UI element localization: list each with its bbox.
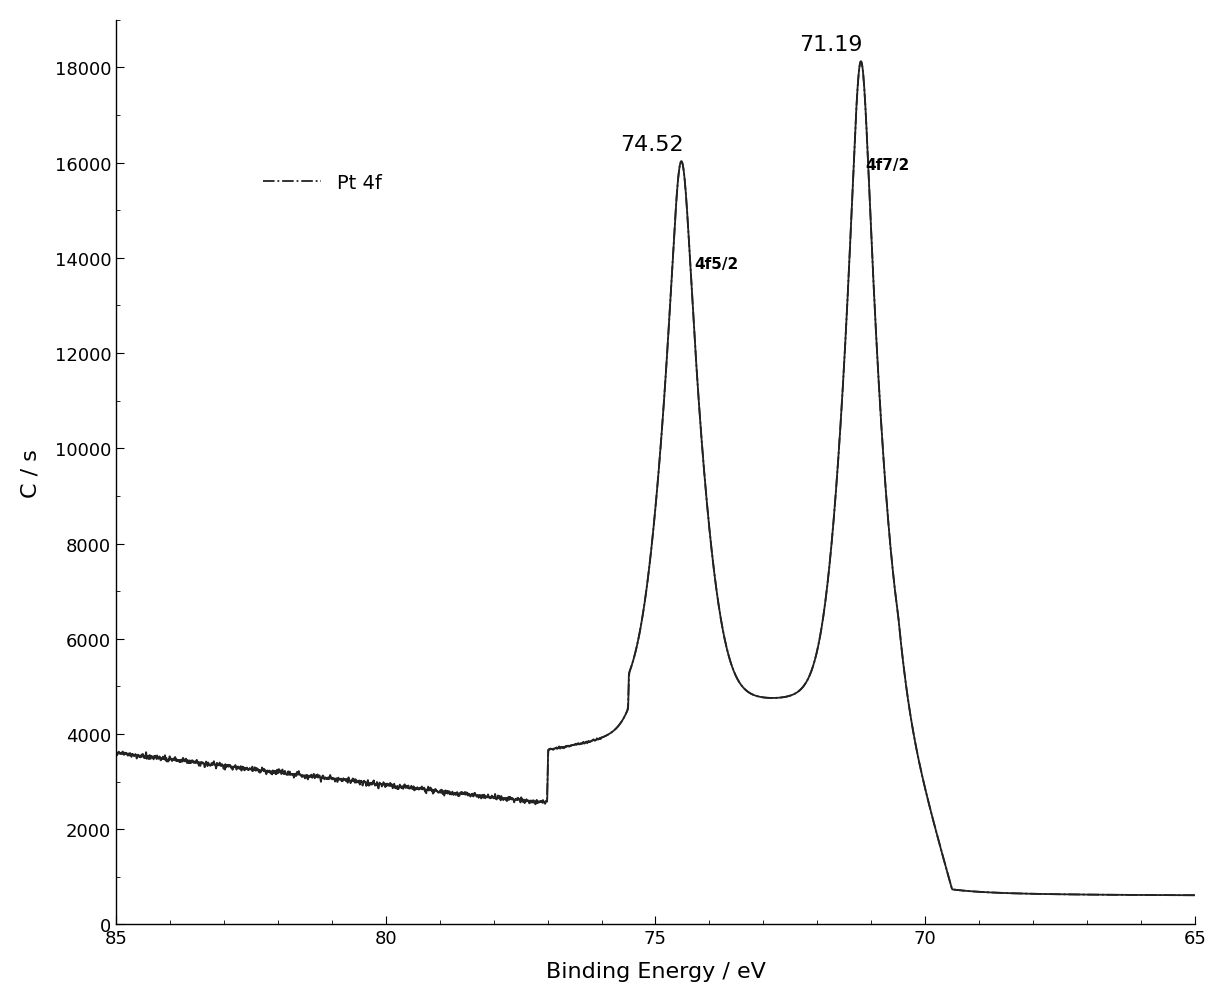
Pt 4f	[756, 691, 771, 703]
Pt 4f	[1188, 890, 1202, 902]
Text: 71.19: 71.19	[800, 35, 863, 55]
Pt 4f	[521, 795, 536, 807]
Y-axis label: C / s: C / s	[21, 448, 40, 497]
Text: 4f7/2: 4f7/2	[866, 158, 910, 173]
Line: Pt 4f: Pt 4f	[117, 62, 1195, 896]
Text: 4f5/2: 4f5/2	[694, 257, 739, 272]
Pt 4f	[304, 771, 319, 783]
Legend: Pt 4f: Pt 4f	[255, 166, 390, 200]
Pt 4f	[914, 766, 929, 778]
Pt 4f	[810, 643, 825, 655]
Pt 4f	[996, 887, 1011, 899]
Pt 4f	[109, 747, 124, 760]
Pt 4f	[854, 56, 869, 68]
X-axis label: Binding Energy / eV: Binding Energy / eV	[546, 961, 766, 981]
Text: 74.52: 74.52	[620, 135, 683, 155]
